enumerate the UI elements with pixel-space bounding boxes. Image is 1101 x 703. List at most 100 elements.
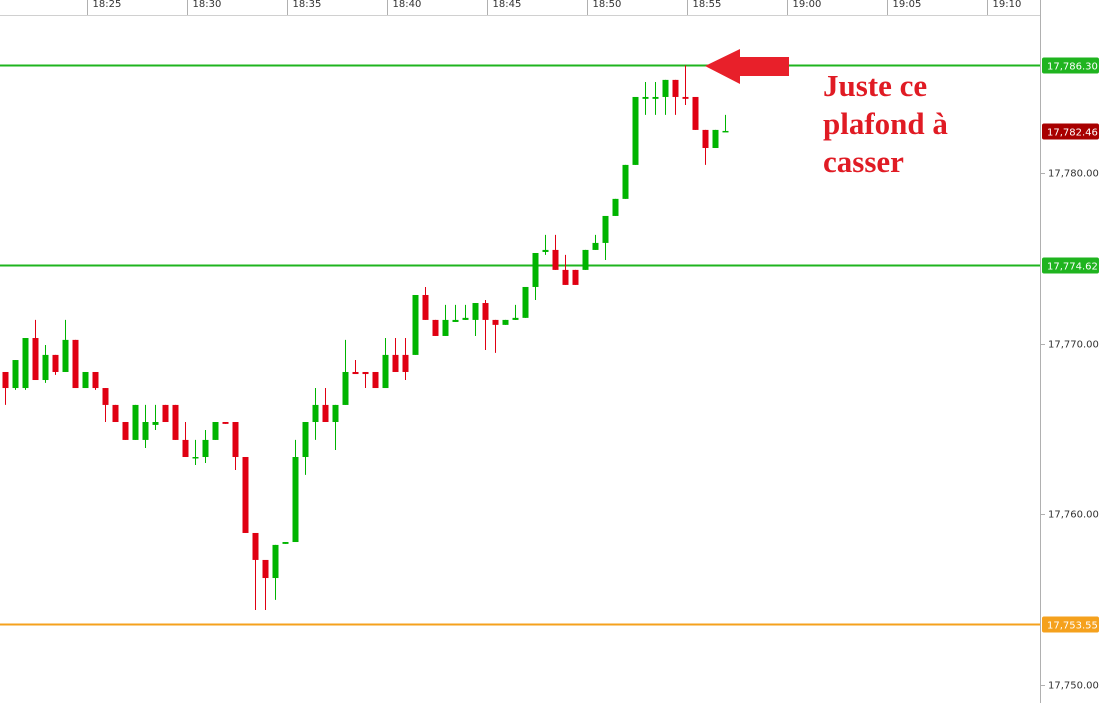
candle-body bbox=[682, 96, 689, 99]
candle-body bbox=[542, 249, 549, 252]
level-box bbox=[1042, 616, 1099, 633]
candle-body bbox=[102, 388, 109, 405]
annotation-line: Juste ce bbox=[823, 68, 927, 103]
x-tick-label: 18:50 bbox=[593, 0, 622, 10]
candle-body bbox=[212, 422, 219, 440]
candle-body bbox=[322, 404, 329, 423]
x-tick-label: 18:45 bbox=[493, 0, 522, 10]
candle-body bbox=[612, 198, 619, 216]
candle-body bbox=[402, 354, 409, 372]
candle-body bbox=[42, 354, 49, 381]
y-tick-label: 17,770.00 bbox=[1048, 340, 1099, 351]
candle-body bbox=[352, 371, 359, 375]
x-tick-label: 19:10 bbox=[993, 0, 1022, 10]
candle-body bbox=[552, 249, 559, 270]
x-tick-label: 18:25 bbox=[93, 0, 122, 10]
candle-body bbox=[712, 129, 719, 149]
candle-body bbox=[652, 96, 659, 99]
candle-body bbox=[122, 422, 129, 440]
candle-body bbox=[312, 404, 319, 423]
x-tick-label: 18:40 bbox=[393, 0, 422, 10]
x-tick-label: 18:55 bbox=[693, 0, 722, 10]
candle-body bbox=[392, 354, 399, 372]
candle-body bbox=[252, 532, 259, 560]
candle-body bbox=[382, 354, 389, 389]
level-label: 17,786.30 bbox=[1047, 62, 1098, 73]
x-tick-label: 19:00 bbox=[793, 0, 822, 10]
candle-body bbox=[562, 269, 569, 285]
candle-body bbox=[142, 422, 149, 440]
candle-body bbox=[672, 79, 679, 97]
candle-body bbox=[202, 439, 209, 458]
candle-body bbox=[442, 319, 449, 336]
annotation-line: plafond à bbox=[823, 106, 948, 141]
candle-body bbox=[232, 422, 239, 458]
candle-body bbox=[292, 457, 299, 543]
candle-body bbox=[52, 354, 59, 372]
candle-body bbox=[332, 404, 339, 423]
candle-body bbox=[432, 319, 439, 336]
candle-body bbox=[722, 130, 729, 133]
candle-body bbox=[162, 404, 169, 423]
level-box bbox=[1042, 57, 1099, 74]
x-tick-label: 18:30 bbox=[193, 0, 222, 10]
annotation-line: casser bbox=[823, 144, 904, 179]
last-price-label: 17,782.46 bbox=[1047, 128, 1098, 139]
candle-body bbox=[132, 404, 139, 440]
candle-body bbox=[262, 559, 269, 579]
candle-body bbox=[512, 317, 519, 320]
candle-body bbox=[72, 339, 79, 389]
candle-body bbox=[12, 360, 19, 389]
candle-body bbox=[412, 294, 419, 355]
candle-body bbox=[662, 79, 669, 97]
y-tick-label: 17,760.00 bbox=[1048, 510, 1099, 521]
candle-body bbox=[152, 422, 159, 425]
candle-body bbox=[482, 303, 489, 320]
candle-body bbox=[462, 317, 469, 320]
candle-body bbox=[622, 164, 629, 199]
candle-body bbox=[302, 422, 309, 458]
candle-body bbox=[32, 338, 39, 381]
candle-body bbox=[472, 303, 479, 320]
candle-body bbox=[422, 294, 429, 320]
candle-body bbox=[502, 319, 509, 325]
candle-body bbox=[82, 371, 89, 389]
candle-body bbox=[702, 129, 709, 149]
candle-body bbox=[192, 457, 199, 459]
candle-body bbox=[362, 371, 369, 375]
candle-body bbox=[532, 252, 539, 287]
candle-body bbox=[452, 319, 459, 322]
level-label: 17,774.62 bbox=[1047, 262, 1098, 273]
candle-body bbox=[372, 371, 379, 389]
candle-body bbox=[522, 286, 529, 318]
candle-body bbox=[22, 338, 29, 389]
arrow bbox=[705, 49, 789, 84]
candle-body bbox=[92, 371, 99, 389]
candle-body bbox=[582, 249, 589, 270]
candle-body bbox=[692, 96, 699, 130]
candle-body bbox=[632, 96, 639, 165]
candle-body bbox=[282, 542, 289, 544]
candle-body bbox=[62, 339, 69, 372]
candle-body bbox=[222, 422, 229, 424]
candle-body bbox=[492, 319, 499, 325]
candle-body bbox=[182, 439, 189, 458]
candle-body bbox=[602, 215, 609, 243]
candle-body bbox=[242, 457, 249, 533]
candle-body bbox=[112, 404, 119, 423]
y-tick-label: 17,750.00 bbox=[1048, 681, 1099, 692]
candle-body bbox=[342, 371, 349, 405]
x-tick-label: 18:35 bbox=[293, 0, 322, 10]
candle-body bbox=[592, 242, 599, 250]
last-price-box bbox=[1042, 123, 1099, 140]
candle-body bbox=[2, 371, 9, 389]
x-tick-label: 19:05 bbox=[893, 0, 922, 10]
candle-body bbox=[272, 544, 279, 579]
y-tick-label: 17,780.00 bbox=[1048, 169, 1099, 180]
candle-body bbox=[642, 96, 649, 99]
candle-body bbox=[572, 269, 579, 285]
